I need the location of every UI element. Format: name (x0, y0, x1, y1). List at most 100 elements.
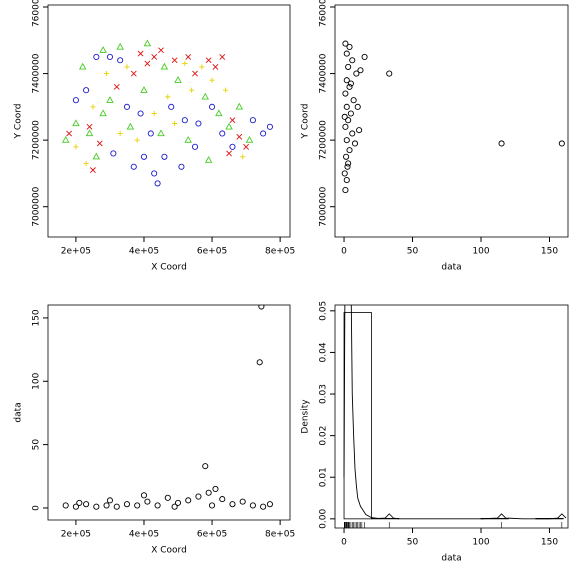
point (113, 83, 120, 90)
point (86, 123, 93, 130)
point (99, 46, 107, 53)
point (134, 137, 140, 143)
point (357, 67, 364, 74)
point (201, 92, 210, 100)
point (343, 50, 350, 57)
point (96, 140, 103, 147)
point (498, 140, 505, 147)
point (72, 97, 79, 104)
point (223, 87, 229, 93)
point (124, 64, 130, 70)
point (160, 62, 169, 70)
y-tick-label: 7600000 (319, 0, 329, 27)
x-tick-label: 50 (407, 538, 419, 548)
point (126, 122, 135, 130)
point (117, 57, 124, 64)
point (341, 170, 348, 177)
point (151, 110, 157, 117)
point (258, 305, 265, 310)
point (137, 50, 144, 57)
x-tick-label: 50 (407, 247, 419, 257)
point (346, 43, 353, 50)
point (346, 147, 353, 154)
x-axis-label: data (441, 554, 461, 564)
x-tick-label: 100 (472, 538, 489, 548)
point (134, 502, 141, 509)
panel: 2e+05 4e+05 6e+05 8e+05 0 50 100 150 X Coord data (14, 304, 295, 556)
point (90, 167, 96, 174)
x-axis-label: X Coord (151, 263, 187, 273)
point (212, 63, 219, 70)
point (240, 154, 246, 160)
plot-area (61, 39, 273, 187)
point (209, 502, 216, 509)
x-tick-label: 4e+05 (129, 247, 159, 257)
point (93, 53, 100, 60)
point (342, 90, 349, 97)
point (236, 133, 243, 140)
point (172, 120, 178, 127)
y-tick-label: 50 (32, 439, 42, 451)
point (243, 143, 250, 150)
point (192, 70, 198, 77)
point (209, 77, 215, 83)
point (229, 117, 236, 124)
y-tick-label: 0.02 (319, 426, 329, 446)
point (62, 502, 69, 509)
point (93, 503, 100, 510)
point (342, 123, 349, 130)
point (157, 129, 165, 137)
point (191, 143, 199, 150)
point (229, 143, 236, 150)
point (386, 70, 393, 77)
y-axis-label: Y Coord (14, 104, 24, 140)
point (202, 463, 209, 470)
point (154, 180, 161, 187)
point (144, 498, 151, 505)
y-tick-label: 0.04 (319, 342, 329, 362)
point (144, 60, 151, 67)
point (195, 120, 202, 127)
point (181, 117, 188, 124)
point (341, 113, 348, 120)
point (266, 501, 273, 508)
point (229, 501, 236, 508)
x-tick-label: 6e+05 (197, 530, 227, 540)
point (151, 170, 158, 177)
point (239, 498, 246, 505)
point (178, 163, 185, 170)
x-tick-label: 6e+05 (197, 247, 227, 257)
panel: 0 50 100 150 7000000 7200000 7400000 7600000 dat… (301, 0, 569, 273)
point (78, 62, 87, 70)
x-tick-label: 2e+05 (61, 247, 91, 257)
point (245, 136, 254, 143)
point (106, 96, 114, 103)
point (219, 130, 226, 137)
point (343, 137, 350, 144)
y-tick-label: 100 (32, 372, 42, 389)
point (345, 63, 352, 70)
panel: 2e+05 4e+05 6e+05 8e+05 7000000 7200000 740000… (14, 0, 296, 273)
point (260, 503, 267, 510)
point (558, 140, 565, 147)
x-axis-label: X Coord (151, 546, 187, 556)
point (205, 489, 212, 496)
point (351, 140, 359, 147)
point (349, 130, 356, 137)
point (342, 40, 349, 47)
point (161, 153, 168, 160)
y-tick-label: 7200000 (32, 120, 42, 160)
plot-frame (334, 4, 569, 238)
point (185, 54, 192, 60)
point (343, 103, 350, 110)
point (130, 163, 137, 170)
plot-area (343, 305, 567, 520)
point (110, 150, 117, 157)
point (215, 109, 223, 117)
point (164, 494, 171, 501)
point (76, 499, 83, 506)
point (116, 42, 124, 50)
point (199, 64, 205, 70)
point (99, 109, 107, 117)
